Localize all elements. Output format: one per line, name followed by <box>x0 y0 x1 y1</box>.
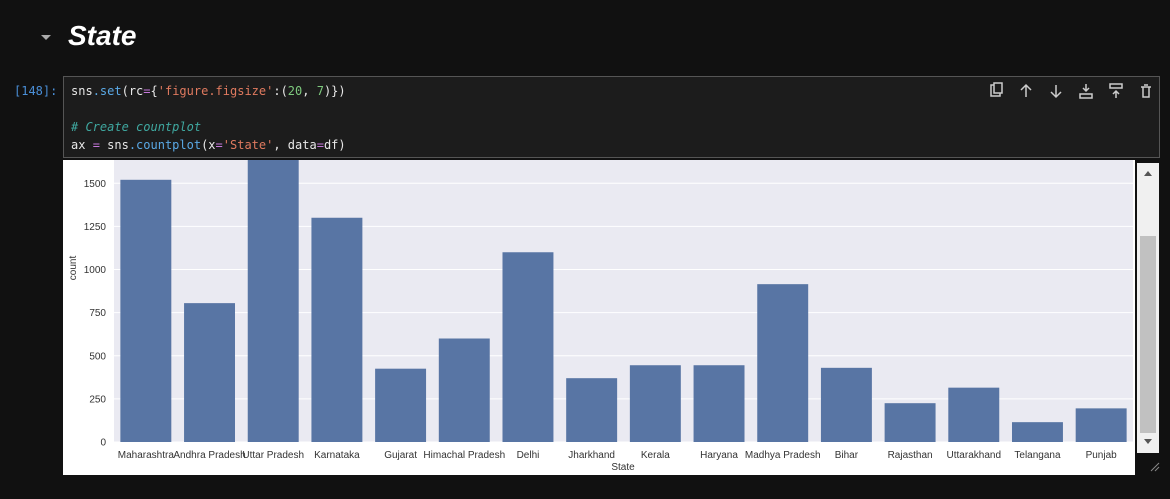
code-line: # Create countplot <box>71 120 202 134</box>
x-tick-label: Uttar Pradesh <box>242 450 304 461</box>
y-tick-label: 1250 <box>84 222 107 233</box>
bar <box>438 338 490 442</box>
move-up-icon[interactable] <box>1020 83 1032 97</box>
bar <box>375 368 427 442</box>
x-tick-label: Madhya Pradesh <box>745 450 821 461</box>
chart: State count 0 250 500 750 1000 1250 1500 Mahara… <box>63 160 1135 475</box>
x-tick-label: Telangana <box>1014 450 1061 461</box>
x-tick-label: Bihar <box>835 450 859 461</box>
bar <box>948 387 1000 442</box>
bar <box>820 367 872 442</box>
y-tick-label: 250 <box>89 394 106 405</box>
cell-toolbar <box>990 82 1151 99</box>
x-tick-label: Karnataka <box>314 450 360 461</box>
bar <box>1075 408 1127 442</box>
x-tick-label: Jharkhand <box>568 450 615 461</box>
x-tick-label: Haryana <box>700 450 738 461</box>
bar <box>311 217 363 442</box>
x-tick-label: Uttarakhand <box>947 450 1001 461</box>
code-line: sns.set(rc={'figure.figsize':(20, 7)}) <box>71 84 346 98</box>
y-tick-label: 1000 <box>84 265 107 276</box>
y-tick-label: 1500 <box>84 179 107 190</box>
insert-above-icon[interactable] <box>1109 83 1123 98</box>
delete-icon[interactable] <box>1141 84 1151 98</box>
x-tick-label: Himachal Pradesh <box>423 450 505 461</box>
y-tick-label: 750 <box>89 308 106 319</box>
bar <box>247 160 299 442</box>
code-cell[interactable]: sns.set(rc={'figure.figsize':(20, 7)}) #… <box>63 76 1160 158</box>
bar <box>184 303 236 442</box>
resize-handle[interactable] <box>1150 462 1160 472</box>
x-tick-label: Gujarat <box>384 450 417 461</box>
scrollbar[interactable] <box>1137 163 1159 453</box>
bar <box>629 365 681 442</box>
x-tick-label: Maharashtra <box>118 450 175 461</box>
x-axis-label: State <box>611 462 635 473</box>
x-tick-label: Kerala <box>641 450 670 461</box>
insert-below-icon[interactable] <box>1079 84 1093 99</box>
bar <box>693 365 745 442</box>
bar <box>757 284 809 442</box>
bar <box>884 403 936 442</box>
bar <box>566 378 618 442</box>
code-line: ax = sns.countplot(x='State', data=df) <box>71 138 346 152</box>
x-tick-label: Delhi <box>517 450 540 461</box>
cell-prompt: [148]: <box>14 84 58 98</box>
bar <box>502 252 554 442</box>
y-axis-label: count <box>68 256 79 281</box>
y-tick-label: 500 <box>89 351 106 362</box>
y-tick-label: 0 <box>100 438 106 449</box>
x-tick-label: Andhra Pradesh <box>173 450 245 461</box>
copy-icon[interactable] <box>990 82 1003 97</box>
bars <box>120 160 1127 443</box>
collapse-arrow[interactable] <box>40 33 54 43</box>
bar <box>120 179 172 443</box>
x-tick-label: Rajasthan <box>888 450 933 461</box>
move-down-icon[interactable] <box>1050 85 1062 99</box>
bar <box>1011 422 1063 442</box>
x-tick-label: Punjab <box>1086 450 1118 461</box>
heading: State <box>68 20 137 51</box>
